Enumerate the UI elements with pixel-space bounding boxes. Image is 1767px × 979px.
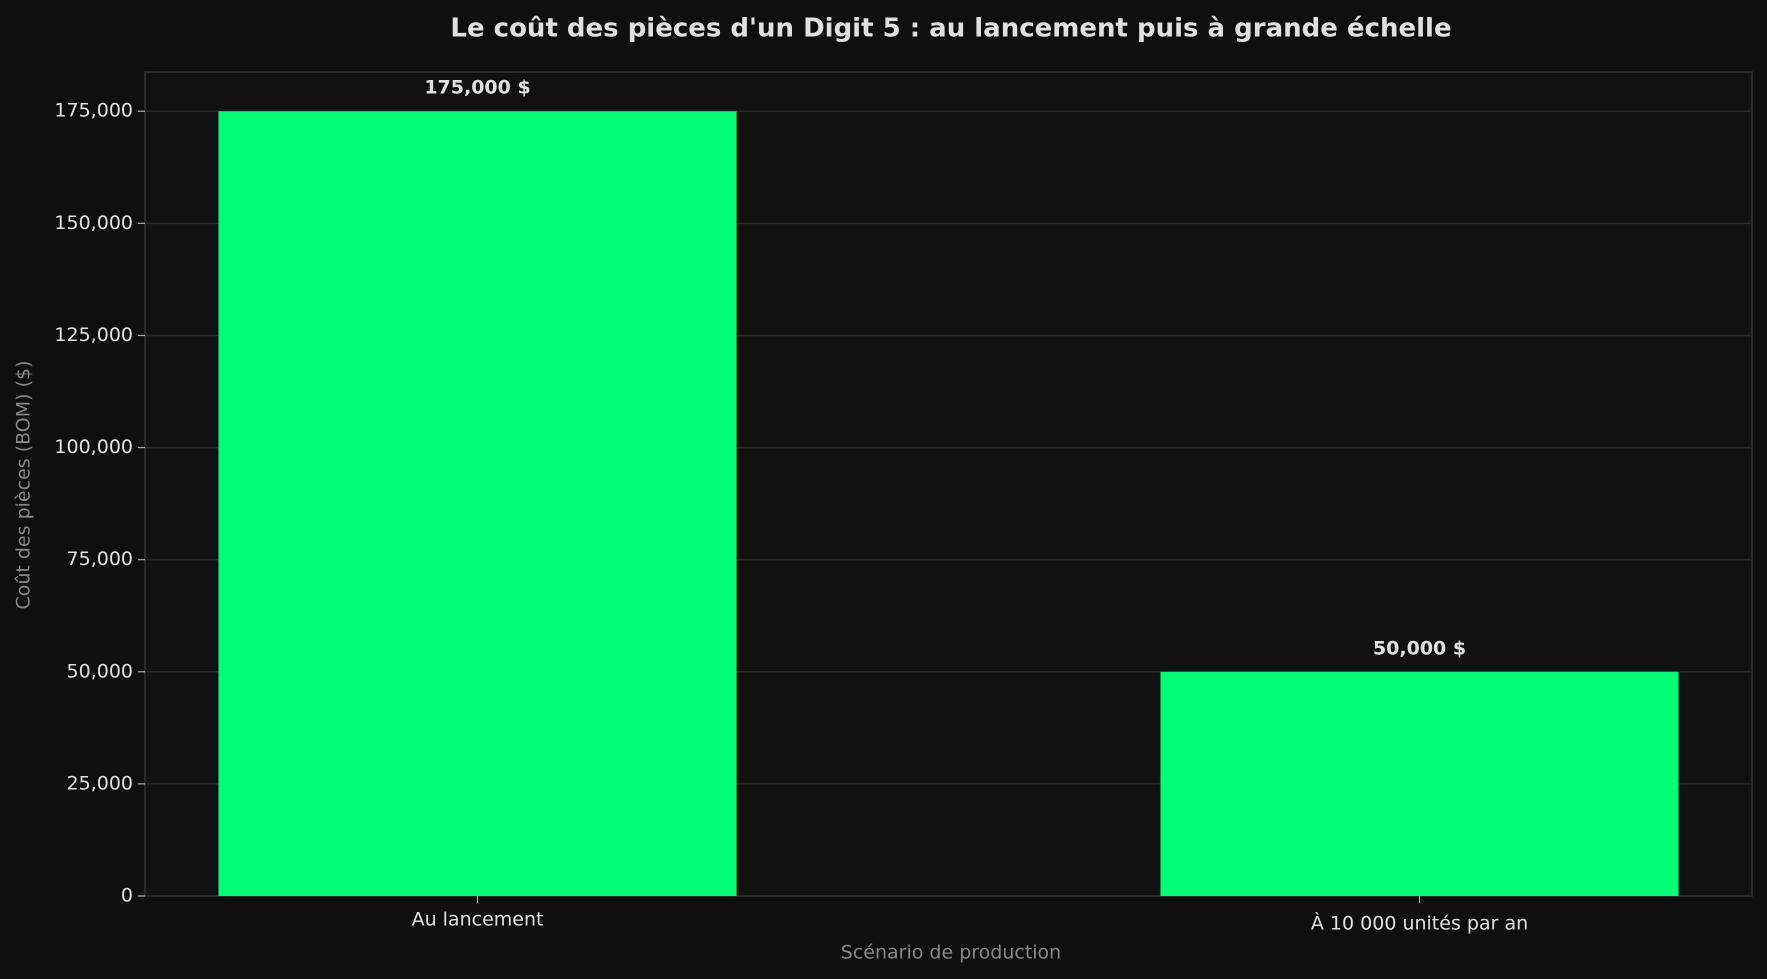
x-axis-title: Scénario de production (841, 942, 1061, 964)
y-tick-label: 125,000 (54, 324, 133, 346)
y-tick-label: 175,000 (54, 100, 133, 122)
y-tick-label: 75,000 (67, 548, 133, 570)
y-tick-label: 100,000 (54, 436, 133, 458)
y-tick-label: 0 (121, 885, 133, 907)
y-axis-title: Coût des pièces (BOM) ($) (13, 360, 35, 609)
value-label: 50,000 $ (1373, 637, 1466, 659)
value-label: 175,000 $ (424, 77, 530, 99)
bar (218, 111, 737, 896)
chart-title: Le coût des pièces d'un Digit 5 : au lan… (450, 14, 1451, 44)
bar (1160, 671, 1679, 896)
x-tick-label: À 10 000 unités par an (1311, 912, 1528, 935)
x-tick-label: Au lancement (412, 909, 544, 931)
y-tick-label: 150,000 (54, 212, 133, 234)
y-tick-label: 25,000 (67, 772, 133, 794)
y-tick-label: 50,000 (67, 660, 133, 682)
